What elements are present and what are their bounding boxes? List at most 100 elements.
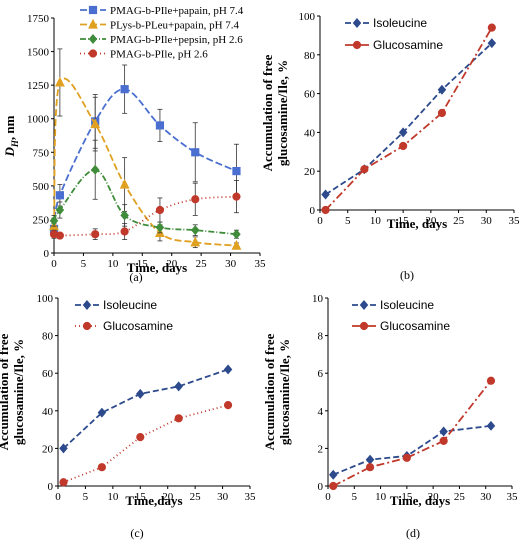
x-tick-label: 20	[162, 491, 174, 503]
x-tick-label: 15	[137, 258, 149, 270]
series-2: PMAG-b-PIle+pepsin, pH 2.6	[49, 34, 243, 240]
data-point	[119, 178, 130, 189]
legend-swatch-marker	[88, 34, 98, 44]
data-point	[59, 478, 68, 487]
y-tick-label: 80	[42, 331, 54, 343]
data-point	[55, 191, 64, 200]
legend-label: Isoleucine	[373, 16, 427, 30]
legend-swatch-marker	[82, 300, 92, 310]
y-tick-label: 6	[318, 368, 324, 380]
x-tick-label: 5	[352, 491, 358, 503]
data-point	[120, 227, 129, 236]
legend-swatch-marker	[82, 321, 92, 331]
y-tick-label: 750	[33, 147, 50, 159]
data-point	[55, 231, 64, 240]
x-tick-label: 35	[245, 491, 257, 503]
series-line	[53, 88, 237, 229]
legend-swatch-marker	[88, 5, 98, 15]
data-point	[174, 381, 183, 392]
y-tick-label: 0	[310, 205, 316, 217]
y-tick-label: 8	[318, 331, 324, 343]
data-point	[136, 388, 145, 399]
x-tick-label: 15	[398, 215, 410, 227]
y-axis-title: Accumulation of freeglucosamine/Ile, %	[262, 333, 292, 450]
x-tick-label: 35	[507, 491, 519, 503]
x-tick-label: 30	[225, 258, 237, 270]
legend-swatch-marker	[352, 18, 362, 28]
x-tick-label: 10	[107, 258, 119, 270]
data-point	[486, 420, 496, 431]
y-tick-label: 40	[304, 127, 316, 139]
x-axis-title: Time, days	[127, 260, 187, 275]
data-point	[90, 118, 101, 129]
data-point	[136, 433, 145, 442]
x-tick-label: 5	[81, 258, 87, 270]
y-axis-title-line2: glucosamine/Ile, %	[275, 60, 290, 166]
data-point	[155, 222, 165, 233]
data-point	[155, 121, 165, 130]
data-point	[90, 164, 100, 175]
y-tick-label: 100	[299, 11, 316, 23]
series-line	[332, 380, 492, 487]
y-tick-label: 250	[33, 214, 50, 226]
y-tick-label: 1750	[27, 13, 50, 25]
series-3: PMAG-b-PIle, pH 2.6	[49, 49, 241, 240]
legend-label: PMAG-b-PIle+pepsin, pH 2.6	[110, 34, 243, 46]
x-tick-label: 25	[196, 258, 208, 270]
data-point	[487, 38, 497, 49]
legend-label: Glucosamine	[380, 319, 450, 333]
x-tick-label: 15	[135, 491, 147, 503]
y-axis-title-sub: H	[10, 139, 20, 148]
x-tick-label: 35	[255, 258, 267, 270]
data-point	[231, 239, 242, 250]
x-tick-label: 20	[428, 491, 440, 503]
y-tick-label: 2	[318, 443, 324, 455]
x-tick-label: 15	[401, 491, 413, 503]
legend-label: PLys-b-PLeu+papain, pH 7.4	[110, 20, 240, 32]
data-point	[59, 443, 68, 454]
data-point	[49, 215, 59, 226]
data-point	[55, 205, 65, 215]
x-tick-label: 0	[317, 215, 323, 227]
series-1: Glucosamine	[59, 319, 233, 487]
y-axis-title-line1: Accumulation of free	[262, 333, 277, 450]
data-point	[321, 189, 330, 200]
series-line	[53, 77, 237, 247]
data-point	[232, 229, 241, 240]
data-point	[486, 376, 496, 385]
series-line	[62, 368, 229, 450]
x-tick-label: 0	[55, 491, 61, 503]
data-point	[329, 481, 338, 491]
x-tick-label: 0	[325, 491, 331, 503]
y-tick-label: 20	[304, 166, 316, 178]
x-tick-label: 25	[190, 491, 202, 503]
y-tick-label: 0	[44, 248, 50, 260]
chart-panel-2: 0 5 10 15 20 25 30 35 0 20 40 60 80 100 Time,days Accum…	[0, 293, 256, 540]
x-axis-title: Time,days	[125, 493, 182, 508]
data-point	[174, 414, 183, 423]
data-point	[398, 127, 408, 138]
y-axis-title: Accumulation of freeglucosamine/Ile, %	[260, 54, 290, 171]
legend-label: PMAG-b-PIle, pH 2.6	[110, 49, 208, 61]
y-axis-title-line2: glucosamine/Ile, %	[277, 339, 292, 445]
y-axis-title-unit: , nm	[2, 115, 17, 140]
x-tick-label: 5	[345, 215, 351, 227]
data-point	[360, 165, 369, 174]
panel-caption: (c)	[130, 526, 143, 540]
x-tick-label: 30	[481, 215, 493, 227]
data-point	[328, 469, 338, 480]
y-tick-label: 20	[42, 443, 54, 455]
data-point	[191, 195, 200, 204]
data-point	[191, 148, 200, 157]
data-point	[321, 205, 330, 215]
y-axis-title: DH, nm	[2, 115, 20, 157]
legend-swatch-marker	[359, 321, 369, 331]
chart-panel-0: 0 5 10 15 20 25 30 35 0 250 500 750 1000 1250 1500 1750…	[2, 5, 266, 284]
y-axis-title: Accumulation of freeglucosamine/Ile, %	[0, 333, 26, 450]
data-point	[223, 364, 233, 375]
panel-caption: (b)	[400, 268, 414, 282]
series-line	[53, 168, 237, 236]
data-point	[487, 23, 496, 32]
series-line	[63, 404, 229, 484]
panel-caption: (d)	[406, 526, 420, 540]
